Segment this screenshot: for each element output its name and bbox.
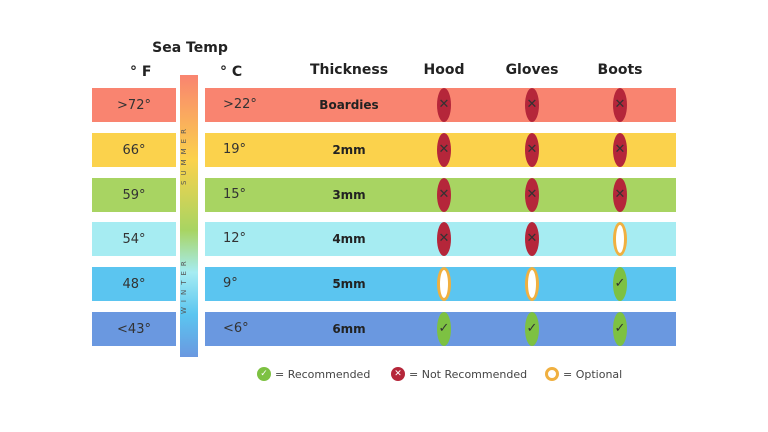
table-row: 19° 2mm ✕ ✕ ✕ — [205, 133, 676, 167]
legend-label: = Not Recommended — [409, 367, 528, 381]
x-icon: ✕ — [525, 222, 539, 256]
thickness-value: 3mm — [332, 188, 366, 202]
legend-optional: = Optional — [545, 366, 622, 382]
circle-icon — [525, 267, 539, 301]
celsius-header: ° C — [220, 64, 243, 80]
celsius-value: <6° — [223, 321, 249, 336]
check-icon: ✓ — [437, 312, 451, 346]
celsius-value: 12° — [223, 231, 247, 246]
check-icon: ✓ — [613, 312, 627, 346]
x-icon: ✕ — [525, 133, 539, 167]
fahrenheit-value: 59° — [122, 187, 146, 203]
hood-header: Hood — [423, 62, 465, 78]
check-icon: ✓ — [525, 312, 539, 346]
table-row: <6° 6mm ✓ ✓ ✓ — [205, 312, 676, 346]
winter-label: WINTER — [180, 256, 188, 314]
fahrenheit-cell: 54° — [92, 222, 176, 256]
circle-icon — [437, 267, 451, 301]
fahrenheit-value: 48° — [122, 276, 146, 292]
x-icon: ✕ — [613, 178, 627, 212]
thickness-value: 2mm — [332, 143, 366, 157]
celsius-value: 15° — [223, 187, 247, 202]
x-icon: ✕ — [391, 367, 405, 381]
table-row: >22° Boardies ✕ ✕ ✕ — [205, 88, 676, 122]
legend-recommended: ✓ = Recommended — [257, 366, 370, 382]
gloves-header: Gloves — [505, 62, 559, 78]
fahrenheit-cell: 48° — [92, 267, 176, 301]
summer-label: SUMMER — [180, 124, 188, 186]
x-icon: ✕ — [613, 88, 627, 122]
x-icon: ✕ — [437, 222, 451, 256]
fahrenheit-cell: >72° — [92, 88, 176, 122]
celsius-value: 9° — [223, 276, 238, 291]
thickness-value: 6mm — [332, 322, 366, 336]
chart-title: Sea Temp — [152, 40, 228, 56]
check-icon: ✓ — [613, 267, 627, 301]
fahrenheit-cell: <43° — [92, 312, 176, 346]
x-icon: ✕ — [525, 88, 539, 122]
fahrenheit-value: <43° — [117, 321, 151, 337]
boots-header: Boots — [597, 62, 643, 78]
x-icon: ✕ — [613, 133, 627, 167]
legend-label: = Recommended — [275, 367, 371, 381]
thickness-value: Boardies — [319, 98, 379, 112]
season-gradient-bar: SUMMER WINTER — [180, 75, 198, 357]
thickness-value: 5mm — [332, 277, 366, 291]
fahrenheit-value: >72° — [117, 97, 151, 113]
celsius-value: >22° — [223, 97, 257, 112]
circle-icon — [545, 367, 559, 381]
table-row: 12° 4mm ✕ ✕ — [205, 222, 676, 256]
legend-not-recommended: ✕ = Not Recommended — [391, 366, 527, 382]
table-row: 15° 3mm ✕ ✕ ✕ — [205, 178, 676, 212]
circle-icon — [613, 222, 627, 256]
table-row: 9° 5mm ✓ — [205, 267, 676, 301]
x-icon: ✕ — [525, 178, 539, 212]
thickness-value: 4mm — [332, 232, 366, 246]
fahrenheit-value: 54° — [122, 231, 146, 247]
fahrenheit-cell: 59° — [92, 178, 176, 212]
fahrenheit-cell: 66° — [92, 133, 176, 167]
thickness-header: Thickness — [309, 62, 389, 78]
legend-label: = Optional — [563, 367, 623, 381]
check-icon: ✓ — [257, 367, 271, 381]
celsius-value: 19° — [223, 142, 247, 157]
x-icon: ✕ — [437, 178, 451, 212]
x-icon: ✕ — [437, 88, 451, 122]
fahrenheit-value: 66° — [122, 142, 146, 158]
x-icon: ✕ — [437, 133, 451, 167]
fahrenheit-header: ° F — [130, 64, 152, 80]
